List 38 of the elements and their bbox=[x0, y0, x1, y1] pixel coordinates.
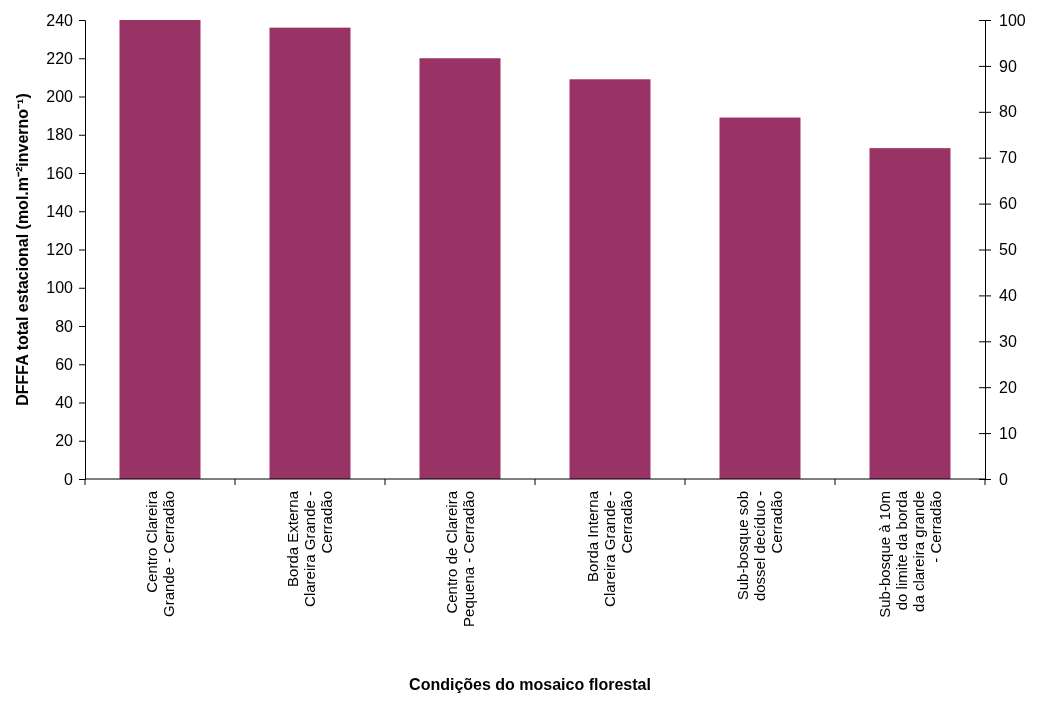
x-tick-label: Centro Clareira Grande - Cerradão bbox=[142, 490, 177, 617]
y-tick-label: 240 bbox=[46, 11, 74, 29]
x-tick-label: Borda Interna Clareira Grande - Cerradão bbox=[584, 490, 635, 607]
bar bbox=[569, 79, 651, 479]
y2-tick-label: 0 bbox=[999, 470, 1008, 488]
y-tick-label: 200 bbox=[46, 88, 74, 106]
y-tick-label: 40 bbox=[55, 394, 74, 412]
x-tick-label: Centro de Clareira Pequena - Cerradão bbox=[442, 490, 477, 627]
y-tick-label: 20 bbox=[55, 432, 74, 450]
y2-tick-label: 20 bbox=[999, 378, 1017, 396]
y2-tick-label: 40 bbox=[999, 287, 1017, 305]
x-axis-title: Condições do mosaico florestal bbox=[409, 676, 651, 693]
y2-tick-label: 50 bbox=[999, 241, 1017, 259]
x-tick-label: Sub-bosque sob dossel decíduo - Cerradão bbox=[734, 491, 785, 602]
y2-tick-label: 90 bbox=[999, 57, 1017, 75]
y-axis-title: DFFFA total estacional (mol.m⁻²inverno⁻¹) bbox=[14, 93, 31, 406]
bar bbox=[719, 117, 801, 479]
y2-tick-label: 10 bbox=[999, 424, 1017, 442]
x-tick-label: Borda Externa Clareira Grande - Cerradão bbox=[284, 490, 335, 607]
bar bbox=[419, 58, 501, 479]
y-tick-label: 60 bbox=[55, 355, 74, 373]
x-tick-label: Sub-bosque à 10m do limite da borda da clareira grande - Cerradão bbox=[875, 490, 944, 618]
y-tick-label: 0 bbox=[64, 470, 74, 488]
y2-tick-label: 60 bbox=[999, 195, 1017, 213]
y2-tick-label: 80 bbox=[999, 103, 1017, 121]
y-tick-label: 220 bbox=[46, 49, 74, 67]
bar bbox=[269, 27, 351, 479]
y-tick-label: 100 bbox=[46, 279, 74, 297]
y-tick-label: 180 bbox=[46, 126, 74, 144]
y-tick-label: 160 bbox=[46, 164, 74, 182]
y2-tick-label: 30 bbox=[999, 332, 1017, 350]
bar bbox=[869, 148, 951, 479]
y-tick-label: 80 bbox=[55, 317, 74, 335]
bar bbox=[119, 20, 201, 479]
y2-tick-label: 100 bbox=[999, 11, 1026, 29]
y-tick-label: 120 bbox=[46, 241, 74, 259]
y2-tick-label: 70 bbox=[999, 149, 1017, 167]
y-tick-label: 140 bbox=[46, 202, 74, 220]
